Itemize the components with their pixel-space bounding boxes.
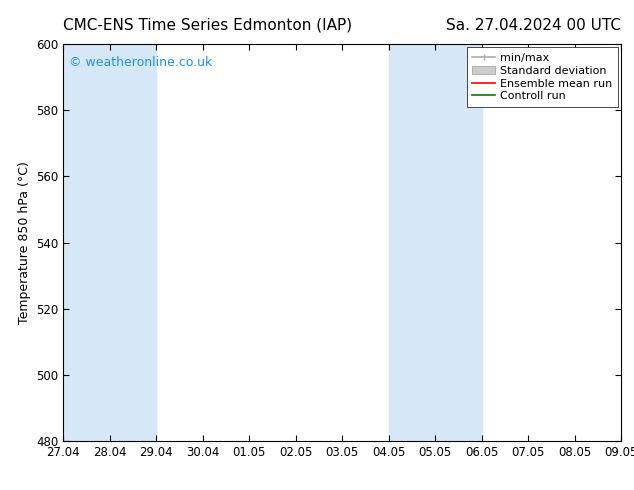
- Bar: [389, 44, 482, 441]
- Text: CMC-ENS Time Series Edmonton (IAP): CMC-ENS Time Series Edmonton (IAP): [63, 18, 353, 33]
- Text: © weatheronline.co.uk: © weatheronline.co.uk: [69, 56, 212, 69]
- Y-axis label: Temperature 850 hPa (°C): Temperature 850 hPa (°C): [18, 161, 30, 324]
- Legend: min/max, Standard deviation, Ensemble mean run, Controll run: min/max, Standard deviation, Ensemble me…: [467, 48, 618, 107]
- Text: Sa. 27.04.2024 00 UTC: Sa. 27.04.2024 00 UTC: [446, 18, 621, 33]
- Bar: [63, 44, 157, 441]
